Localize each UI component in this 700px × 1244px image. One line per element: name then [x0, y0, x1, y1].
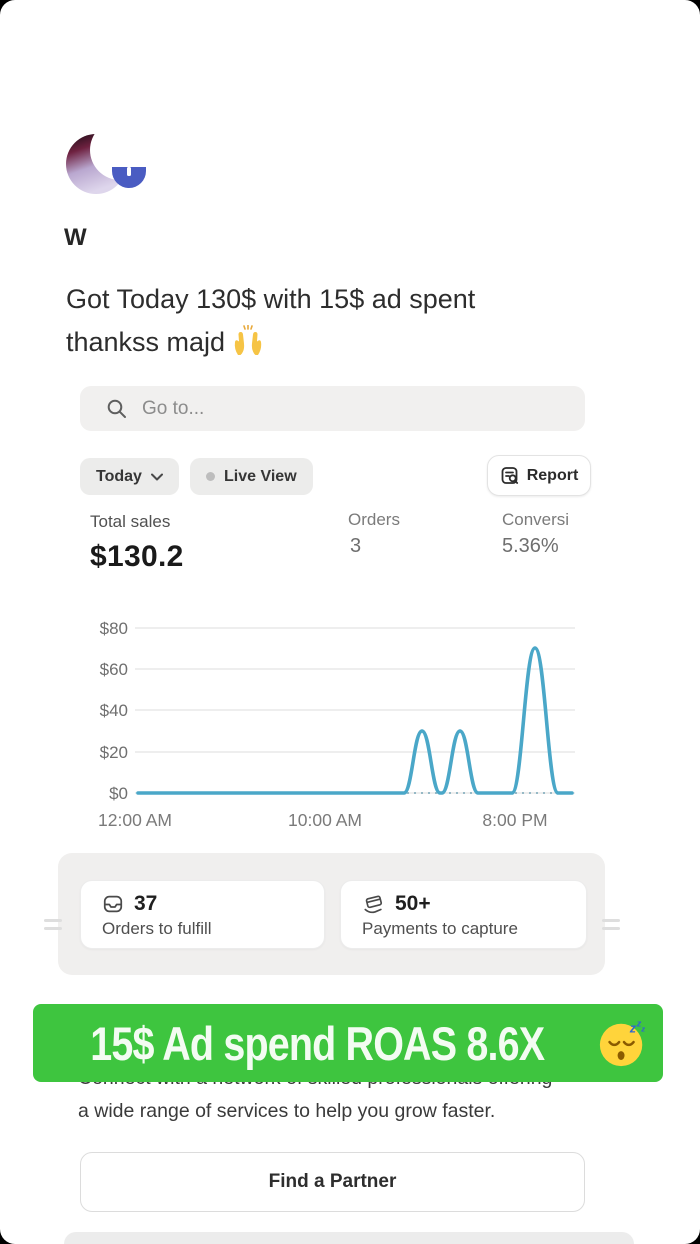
- date-filter-button[interactable]: Today: [80, 458, 179, 495]
- sleeping-face-emoji: z z z: [600, 1019, 646, 1067]
- partners-description-line2: a wide range of services to help you gro…: [78, 1100, 496, 1122]
- report-icon: [501, 466, 518, 484]
- crescent-moon-avatar[interactable]: [62, 120, 154, 208]
- y-axis-ticks: $80 $60 $40 $20 $0: [100, 619, 128, 803]
- right-resize-handle[interactable]: [602, 919, 620, 935]
- live-dot-icon: [206, 472, 215, 481]
- x-axis-ticks: 12:00 AM 10:00 AM 8:00 PM: [98, 810, 548, 830]
- caption: Got Today 130$ with 15$ ad spent thankss…: [66, 278, 626, 364]
- svg-text:$0: $0: [109, 784, 128, 803]
- orders-to-fulfill-value: 37: [134, 892, 158, 915]
- svg-text:$20: $20: [100, 743, 128, 762]
- action-cards-container: 37 Orders to fulfill 50+ Payments to cap…: [58, 853, 605, 975]
- svg-text:10:00 AM: 10:00 AM: [288, 810, 362, 830]
- svg-text:z: z: [641, 1024, 646, 1033]
- badge-icon: [112, 167, 146, 188]
- live-view-label: Live View: [224, 467, 297, 485]
- sales-line-chart: $80 $60 $40 $20 $0 12:00 AM 10:00 AM 8:0…: [98, 619, 575, 830]
- report-button[interactable]: Report: [487, 455, 591, 496]
- total-sales-label[interactable]: Total sales: [90, 512, 171, 531]
- left-resize-handle[interactable]: [44, 919, 62, 935]
- search-input[interactable]: Go to...: [80, 386, 585, 431]
- chart-gridlines: [135, 627, 575, 794]
- username: W: [64, 224, 87, 251]
- orders-to-fulfill-card[interactable]: 37 Orders to fulfill: [80, 880, 325, 949]
- next-section-card-edge: [64, 1232, 634, 1244]
- chevron-down-icon: [150, 473, 163, 480]
- svg-text:$40: $40: [100, 701, 128, 720]
- inbox-icon: [103, 895, 123, 913]
- sales-line-series: [136, 646, 574, 795]
- find-a-partner-label: Find a Partner: [268, 1171, 397, 1192]
- payments-to-capture-label: Payments to capture: [362, 919, 518, 938]
- roas-banner-text: 15$ Ad spend ROAS 8.6X: [90, 1016, 545, 1070]
- find-a-partner-button[interactable]: Find a Partner: [80, 1152, 585, 1212]
- report-label: Report: [526, 466, 579, 484]
- payment-hand-icon: [364, 895, 383, 914]
- conversion-label[interactable]: Conversi: [502, 510, 570, 529]
- svg-text:z: z: [636, 1019, 642, 1030]
- caption-line2: thankss majd: [66, 327, 226, 357]
- raised-hands-emoji: [234, 324, 262, 355]
- search-icon: [107, 399, 126, 418]
- conversion-value: 5.36%: [502, 535, 559, 557]
- live-view-button[interactable]: Live View: [190, 458, 313, 495]
- orders-value: 3: [350, 535, 362, 557]
- roas-banner-sticker[interactable]: 15$ Ad spend ROAS 8.6X z z z: [33, 1004, 663, 1082]
- total-sales-value: $130.2: [90, 540, 184, 573]
- svg-text:$60: $60: [100, 660, 128, 679]
- svg-text:12:00 AM: 12:00 AM: [98, 810, 172, 830]
- date-filter-label: Today: [96, 467, 142, 485]
- svg-text:$80: $80: [100, 619, 128, 638]
- search-placeholder: Go to...: [142, 397, 205, 419]
- payments-to-capture-value: 50+: [395, 892, 431, 915]
- svg-text:z: z: [629, 1021, 637, 1035]
- caption-line1: Got Today 130$ with 15$ ad spent: [66, 284, 476, 314]
- payments-to-capture-card[interactable]: 50+ Payments to capture: [340, 880, 587, 949]
- svg-text:8:00 PM: 8:00 PM: [482, 810, 547, 830]
- orders-label[interactable]: Orders: [348, 510, 400, 529]
- orders-to-fulfill-label: Orders to fulfill: [102, 919, 212, 938]
